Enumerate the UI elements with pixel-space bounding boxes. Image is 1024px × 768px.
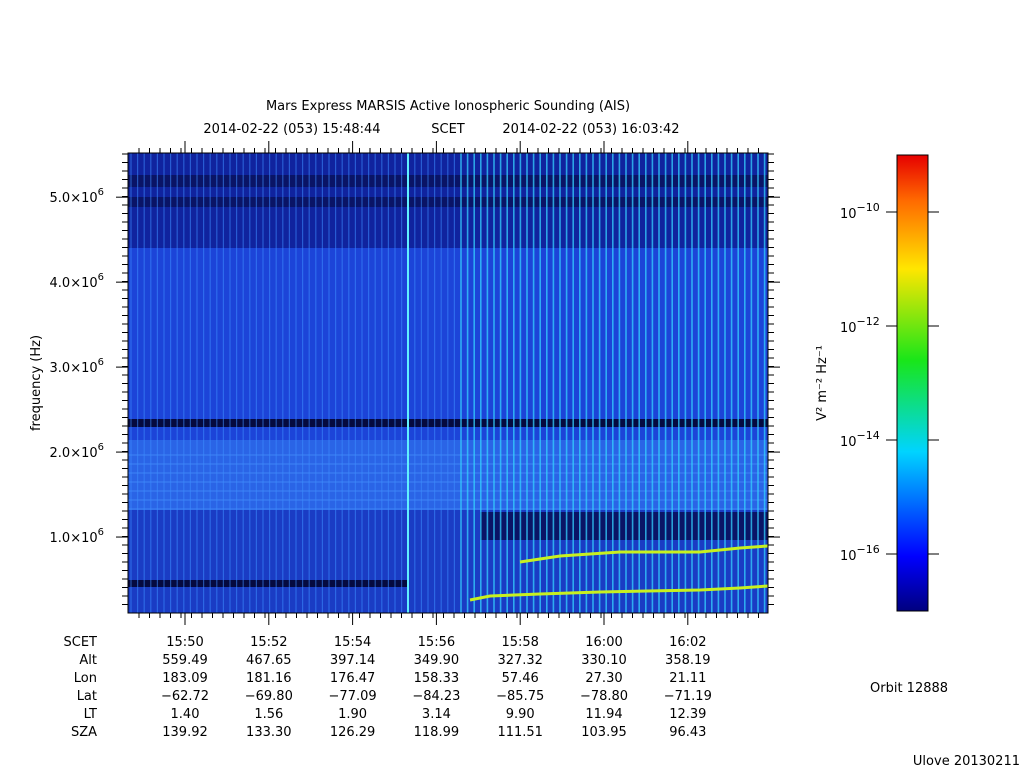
y-axis-label: frequency (Hz) [29,335,44,431]
cell: 27.30 [585,671,622,686]
colorbar-tick-base: 10 [840,549,857,564]
row-label: SZA [71,725,97,740]
y-tick-exponent: 6 [98,357,104,368]
cell: −62.72 [161,689,209,704]
cell: 103.95 [581,725,627,740]
cell: 15:56 [418,635,455,650]
cell: 133.30 [246,725,292,740]
y-tick-exponent: 6 [98,527,104,538]
y-tick-exponent: 6 [98,272,104,283]
y-tick-base: 4.0×10 [50,276,98,291]
y-tick-exponent: 6 [98,187,104,198]
spec-trace [519,544,769,564]
subtitle-label: SCET [431,122,465,137]
colorbar [896,154,929,612]
colorbar-tick-exponent: −14 [857,429,880,442]
subtitle-end: 2014-02-22 (053) 16:03:42 [502,122,679,137]
cell: 181.16 [246,671,292,686]
spectrogram-image [128,153,769,613]
colorbar-tick-base: 10 [840,207,857,222]
cell: −77.09 [329,689,377,704]
cell: 1.40 [171,707,200,722]
colorbar-tick-exponent: −16 [857,543,880,556]
cell: 12.39 [669,707,706,722]
cell: 3.14 [422,707,451,722]
cell: 397.14 [330,653,376,668]
y-tick-label: 5.0×106 [50,187,104,206]
spec-trace [469,584,769,602]
cell: −71.19 [664,689,712,704]
cell: 327.32 [497,653,543,668]
cell: 57.46 [502,671,539,686]
cell: 358.19 [665,653,711,668]
row-label: Alt [79,653,97,668]
cell: 176.47 [330,671,376,686]
y-tick-label: 3.0×106 [50,357,104,376]
y-tick-base: 5.0×10 [50,191,98,206]
cell: −78.80 [580,689,628,704]
cell: 559.49 [162,653,208,668]
colorbar-tick-label: 10−16 [840,543,880,564]
cell: 11.94 [585,707,622,722]
y-tick-base: 1.0×10 [50,531,98,546]
colorbar-tick-exponent: −12 [857,315,880,328]
cell: 183.09 [162,671,208,686]
cell: 16:02 [669,635,706,650]
spec-band [128,580,408,587]
y-tick-label: 4.0×106 [50,272,104,291]
spec-low-dark [480,512,768,540]
y-tick-label: 1.0×106 [50,527,104,546]
cell: −84.23 [412,689,460,704]
cell: 349.90 [414,653,460,668]
colorbar-tick-base: 10 [840,321,857,336]
cell: 15:58 [501,635,538,650]
cell: 15:52 [250,635,287,650]
cell: 126.29 [330,725,376,740]
cell: 9.90 [506,707,535,722]
cell: −69.80 [245,689,293,704]
colorbar-tick-label: 10−10 [840,201,880,222]
chart-title: Mars Express MARSIS Active Ionospheric S… [266,99,630,114]
y-tick-base: 2.0×10 [50,446,98,461]
cell: −85.75 [496,689,544,704]
cell: 96.43 [669,725,706,740]
cell: 15:50 [166,635,203,650]
orbit-label: Orbit 12888 [870,681,948,696]
cell: 330.10 [581,653,627,668]
y-tick-label: 2.0×106 [50,442,104,461]
y-tick-base: 3.0×10 [50,361,98,376]
colorbar-tick-exponent: −10 [857,201,880,214]
subtitle-start: 2014-02-22 (053) 15:48:44 [203,122,380,137]
colorbar-label: V² m⁻² Hz⁻¹ [815,345,830,421]
cell: 467.65 [246,653,292,668]
row-label: Lat [77,689,97,704]
cell: 16:00 [585,635,622,650]
cell: 1.56 [254,707,283,722]
cell: 139.92 [162,725,208,740]
row-label: SCET [64,635,98,650]
cell: 1.90 [338,707,367,722]
cell: 15:54 [334,635,371,650]
cell: 118.99 [414,725,460,740]
y-tick-exponent: 6 [98,442,104,453]
cell: 21.11 [669,671,706,686]
colorbar-tick-base: 10 [840,435,857,450]
cell: 158.33 [414,671,460,686]
row-label: Lon [74,671,97,686]
colorbar-tick-label: 10−12 [840,315,880,336]
colorbar-tick-label: 10−14 [840,429,880,450]
cell: 111.51 [497,725,543,740]
footer: Ulove 20130211 [913,754,1020,768]
row-label: LT [84,707,97,722]
